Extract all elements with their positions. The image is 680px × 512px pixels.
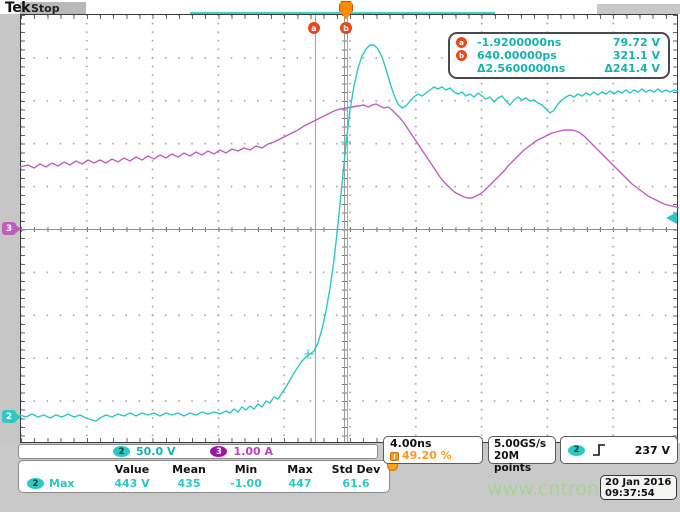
cursor-b-value: 321.1 V — [612, 49, 660, 62]
meas-min: -1.00 — [230, 477, 262, 491]
channel-scale-bar: 2 50.0 V 3 1.00 A — [18, 444, 378, 459]
center-horizontal-axis — [21, 229, 677, 230]
cursor-b-label[interactable]: b — [340, 22, 352, 34]
meas-row-label: 2 Max — [23, 477, 103, 490]
rising-edge-icon — [593, 444, 605, 456]
header-gray-bar-right — [597, 4, 680, 14]
tek-logo: Tek — [5, 0, 31, 16]
acquisition-status[interactable]: Stop — [31, 2, 60, 15]
cursor-delta-time: Δ2.5600000ns — [477, 62, 566, 75]
trigger-level-marker[interactable] — [666, 212, 677, 224]
cursor-a-line[interactable] — [315, 15, 316, 442]
measurement-table[interactable]: Value Mean Min Max Std Dev 2 Max 443 V 4… — [18, 460, 390, 493]
cursor-a-icon: a — [456, 37, 467, 48]
top-axis-ticks — [21, 15, 677, 19]
cursor-a-label[interactable]: a — [308, 22, 320, 34]
ch3-scale[interactable]: 1.00 A — [233, 445, 273, 458]
horizontal-position-value: 49.20 % — [402, 449, 452, 462]
ch2-badge[interactable]: 2 — [113, 446, 130, 457]
meas-value: 443 V — [114, 477, 150, 491]
cursor-b-icon: b — [456, 50, 467, 61]
cursor-a-readout: a -1.9200000ns 79.72 V — [456, 36, 660, 49]
sample-rate: 5.00GS/s — [494, 438, 547, 450]
ch3-ground-marker[interactable]: 3 — [2, 222, 21, 235]
datetime-box: 20 Jan 2016 09:37:54 — [600, 475, 677, 500]
trigger-box[interactable]: 2 237 V — [560, 436, 678, 464]
horizontal-settings-box[interactable]: 4.00ns 49.20 % — [383, 436, 483, 464]
meas-max: 447 — [288, 477, 312, 491]
cursor-b-readout: b 640.00000ps 321.1 V — [456, 49, 660, 62]
cursor-b-time: 640.00000ps — [477, 49, 557, 62]
date-value: 20 Jan 2016 — [605, 477, 672, 488]
meas-header-mean: Mean — [172, 462, 206, 476]
header-gray-bar — [20, 2, 86, 15]
acquisition-box[interactable]: 5.00GS/s 20M points — [488, 436, 556, 474]
bottom-axis-ticks — [21, 438, 677, 442]
trigger-position-axis — [344, 15, 345, 442]
meas-mean: 435 — [177, 477, 201, 491]
cursor-delta-readout: Δ2.5600000ns Δ241.4 V — [456, 62, 660, 75]
meas-name: Max — [49, 477, 75, 491]
trigger-level-value: 237 V — [634, 443, 670, 457]
cursor-a-time: -1.9200000ns — [477, 36, 562, 49]
status-bar: 2 50.0 V 3 1.00 A Value Mean Min Max Std… — [0, 436, 680, 512]
record-length: 20M points — [494, 450, 532, 474]
meas-ch2-badge: 2 — [27, 478, 44, 490]
delta-spacer — [456, 63, 467, 74]
timebase-value: 4.00ns — [390, 437, 432, 450]
cursor-b-line[interactable] — [347, 15, 348, 442]
cursor-readout-box: a -1.9200000ns 79.72 V b 640.00000ps 321… — [448, 32, 670, 79]
meas-stddev: 61.6 — [342, 477, 370, 491]
meas-header-stddev: Std Dev — [331, 462, 381, 476]
trigger-source-badge: 2 — [568, 444, 585, 456]
time-value: 09:37:54 — [605, 488, 655, 499]
ch2-scale[interactable]: 50.0 V — [136, 445, 176, 458]
meas-header-value: Value — [114, 462, 150, 476]
cursor-a-value: 79.72 V — [612, 36, 660, 49]
ch3-badge[interactable]: 3 — [210, 446, 228, 457]
meas-header-min: Min — [234, 462, 258, 476]
horizontal-position-icon — [390, 451, 399, 461]
ch2-ground-marker[interactable]: 2 — [2, 410, 21, 423]
cursor-delta-value: Δ241.4 V — [604, 62, 660, 75]
meas-header-max: Max — [287, 462, 313, 476]
trigger-position-marker[interactable] — [339, 1, 353, 19]
